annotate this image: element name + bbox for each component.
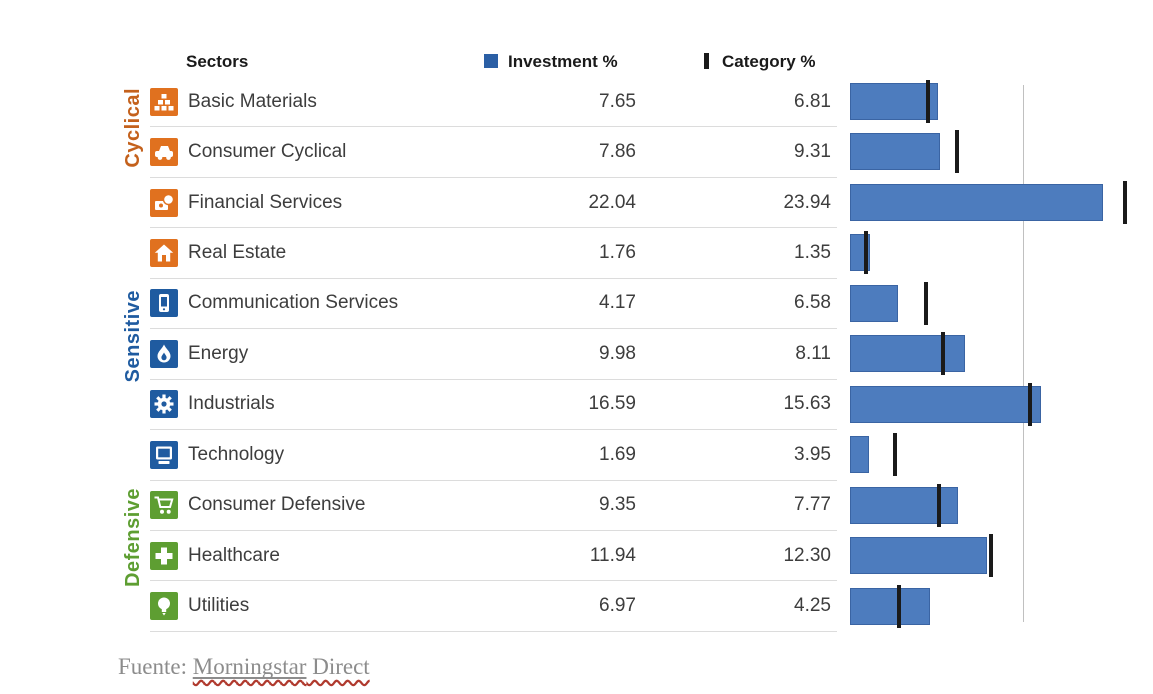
category-value: 9.31 (794, 141, 831, 163)
sector-name: Technology (188, 443, 285, 465)
table-header: Sectors Investment % Category % (0, 50, 1153, 76)
investment-bar (850, 385, 1041, 423)
group-label-sensitive: Sensitive (121, 290, 144, 383)
investment-value: 7.86 (599, 141, 636, 163)
investment-value: 7.65 (599, 90, 636, 112)
house-icon (150, 239, 178, 268)
phone-icon (150, 289, 178, 318)
category-tick (1123, 180, 1128, 224)
gridline (1022, 85, 1024, 622)
bank-money-icon (150, 188, 178, 217)
table-row: Healthcare 11.94 12.30 (150, 531, 837, 582)
investment-bar (850, 284, 898, 322)
sector-name: Healthcare (188, 544, 280, 566)
sector-table: Basic Materials 7.65 6.81 Consumer Cycli… (150, 77, 837, 632)
investment-bar (850, 486, 958, 524)
investment-value: 1.69 (599, 443, 636, 465)
investment-column-header: Investment % (508, 52, 618, 71)
source-note: Fuente: Morningstar Direct (118, 654, 370, 680)
bar-chart (850, 77, 1150, 633)
investment-bar (850, 133, 941, 171)
investment-value: 9.35 (599, 494, 636, 516)
source-spellcheck-wrap: Morningstar Direct (193, 654, 370, 679)
investment-value: 16.59 (588, 393, 636, 415)
investment-value: 6.97 (599, 595, 636, 617)
investment-legend-swatch-icon (484, 54, 498, 68)
gear-icon (150, 390, 178, 419)
investment-bar (850, 436, 870, 474)
investment-value: 9.98 (599, 342, 636, 364)
sector-name: Industrials (188, 393, 275, 415)
category-tick (893, 433, 898, 477)
investment-bar (850, 83, 938, 120)
sector-name: Financial Services (188, 191, 343, 213)
investment-bar (850, 335, 965, 373)
category-value: 12.30 (783, 544, 831, 566)
investment-bar (850, 183, 1104, 221)
category-tick (923, 281, 928, 325)
category-tick (926, 80, 931, 123)
sector-name: Basic Materials (188, 90, 317, 112)
investment-value: 1.76 (599, 242, 636, 264)
investment-value: 11.94 (589, 544, 636, 566)
table-row: Financial Services 22.04 23.94 (150, 178, 837, 229)
category-value: 6.81 (794, 90, 831, 112)
source-prefix: Fuente: (118, 654, 193, 679)
table-row: Technology 1.69 3.95 (150, 430, 837, 481)
category-value: 7.77 (794, 494, 831, 516)
category-value: 6.58 (794, 292, 831, 314)
table-row: Consumer Defensive 9.35 7.77 (150, 481, 837, 531)
category-tick (863, 231, 868, 275)
computer-icon (150, 440, 178, 469)
table-row: Energy 9.98 8.11 (150, 329, 837, 380)
investment-value: 22.04 (588, 191, 636, 213)
investment-bar (850, 537, 988, 575)
car-icon (150, 138, 178, 167)
sector-name: Energy (188, 342, 249, 364)
category-value: 23.94 (783, 191, 831, 213)
category-value: 8.11 (795, 342, 831, 364)
sector-name: Consumer Cyclical (188, 141, 347, 163)
category-legend-tick-icon (704, 53, 709, 69)
source-name: Morningstar (192, 654, 307, 679)
shopping-cart-icon (150, 491, 178, 520)
group-label-cyclical: Cyclical (121, 87, 144, 168)
table-row: Utilities 6.97 4.25 (150, 581, 837, 632)
category-value: 1.35 (794, 242, 831, 264)
group-label-defensive: Defensive (121, 488, 144, 587)
sector-name: Real Estate (188, 242, 287, 264)
table-row: Communication Services 4.17 6.58 (150, 279, 837, 330)
medical-cross-icon (150, 541, 178, 570)
category-tick (989, 534, 994, 578)
category-value: 4.25 (794, 595, 831, 617)
sector-name: Consumer Defensive (188, 494, 366, 516)
investment-value: 4.17 (599, 292, 636, 314)
category-tick (896, 584, 901, 628)
cubes-icon (150, 87, 178, 116)
category-tick (1027, 382, 1032, 426)
category-column-header: Category % (722, 52, 816, 71)
flame-icon (150, 339, 178, 368)
sector-name: Utilities (188, 595, 250, 617)
sectors-column-header: Sectors (186, 52, 249, 71)
investment-bar (850, 587, 931, 625)
source-suffix: Direct (306, 654, 370, 679)
table-row: Basic Materials 7.65 6.81 (150, 77, 837, 128)
table-row: Consumer Cyclical 7.86 9.31 (150, 127, 837, 178)
category-tick (955, 130, 960, 174)
light-bulb-icon (150, 592, 178, 621)
category-value: 3.95 (794, 443, 831, 465)
table-row: Industrials 16.59 15.63 (150, 380, 837, 431)
sector-name: Communication Services (188, 292, 399, 314)
category-tick (937, 483, 942, 527)
category-value: 15.63 (783, 393, 831, 415)
category-tick (941, 332, 946, 376)
table-row: Real Estate 1.76 1.35 (150, 228, 837, 279)
